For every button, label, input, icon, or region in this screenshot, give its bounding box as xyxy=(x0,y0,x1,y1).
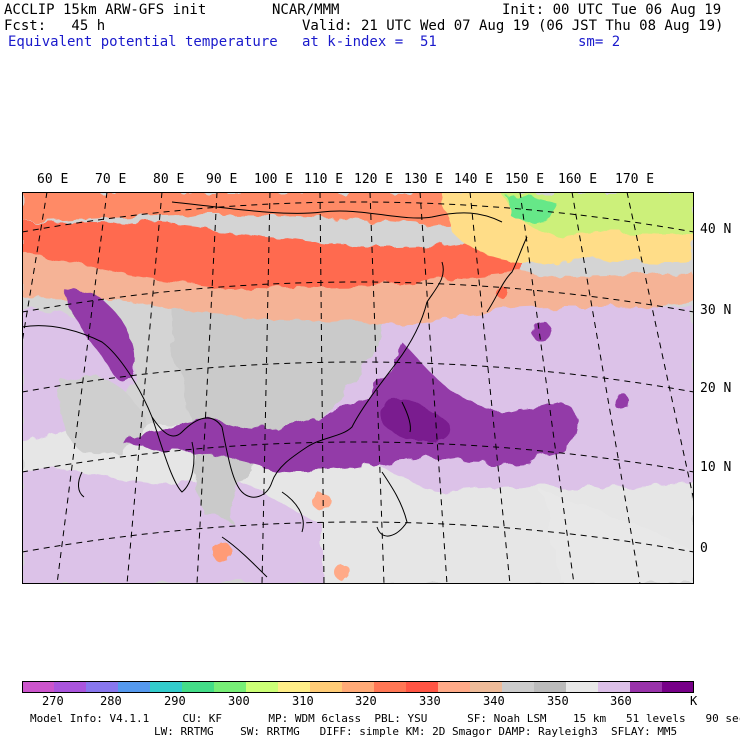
coast-taiwan xyxy=(401,401,411,433)
colorbar-label: 330 xyxy=(419,694,441,708)
field-red-band xyxy=(22,221,522,289)
colorbar-label: 340 xyxy=(483,694,505,708)
field-speck xyxy=(334,564,350,580)
valid-time: Valid: 21 UTC Wed 07 Aug 19 (06 JST Thu … xyxy=(302,18,724,34)
coast-srilanka xyxy=(78,471,85,498)
colorbar-cell xyxy=(502,681,535,693)
field-speck xyxy=(614,394,630,410)
footer-physics-info: LW: RRTMG SW: RRTMG DIFF: simple KM: 2D … xyxy=(154,725,678,738)
lon-label: 110 E xyxy=(304,172,344,187)
theta-e-map xyxy=(22,192,694,584)
colorbar-cell xyxy=(86,681,119,693)
lon-label: 130 E xyxy=(404,172,444,187)
border-north xyxy=(171,201,503,223)
lon-label: 120 E xyxy=(354,172,394,187)
field-pacific-white xyxy=(542,492,694,584)
coast-japan xyxy=(486,236,528,313)
colorbar-cell xyxy=(246,681,279,693)
colorbar-label: 360 xyxy=(610,694,632,708)
colorbar-label: 310 xyxy=(292,694,314,708)
colorbar xyxy=(22,681,694,693)
colorbar-cell xyxy=(470,681,503,693)
colorbar-cell xyxy=(534,681,567,693)
colorbar-cell xyxy=(630,681,663,693)
field-asia-grey xyxy=(172,297,384,522)
center-label: NCAR/MMM xyxy=(272,2,340,18)
field-indian-ocean-purple xyxy=(22,469,322,584)
coastlines xyxy=(22,201,528,578)
lon-label: 90 E xyxy=(206,172,238,187)
level-label: at k-index = 51 xyxy=(302,34,437,50)
smoothing-label: sm= 2 xyxy=(578,34,621,50)
lon-line xyxy=(22,192,48,346)
colorbar-cell xyxy=(182,681,215,693)
lon-label: 140 E xyxy=(454,172,494,187)
colorbar-label: 290 xyxy=(164,694,186,708)
field-speck xyxy=(212,542,232,562)
map-frame xyxy=(22,192,694,584)
colorbar-cell xyxy=(598,681,631,693)
lon-label: 80 E xyxy=(153,172,185,187)
colorbar-cell xyxy=(54,681,87,693)
field-green xyxy=(507,194,557,222)
colorbar-cell xyxy=(22,681,55,693)
lat-label: 20 N xyxy=(700,381,732,396)
lat-label: 40 N xyxy=(700,222,732,237)
colorbar-unit: K xyxy=(690,694,698,708)
model-title: ACCLIP 15km ARW-GFS init xyxy=(4,2,207,18)
footer-model-info: Model Info: V4.1.1 CU: KF MP: WDM 6class… xyxy=(30,712,740,725)
field-speck xyxy=(496,286,508,298)
lon-label: 100 E xyxy=(254,172,294,187)
colorbar-cell xyxy=(278,681,311,693)
colorbar-label: 350 xyxy=(547,694,569,708)
field-deep-purple-core xyxy=(379,398,451,443)
lon-label: 160 E xyxy=(558,172,598,187)
field-speck xyxy=(313,493,331,511)
colorbar-cell xyxy=(566,681,599,693)
lat-label: 30 N xyxy=(700,303,732,318)
field-purple-band xyxy=(122,342,577,474)
colorbar-cell xyxy=(662,681,694,693)
coast-sumatra xyxy=(221,536,268,578)
colorbar-cell xyxy=(310,681,343,693)
colorbar-cell xyxy=(342,681,375,693)
colorbar-label: 280 xyxy=(100,694,122,708)
lon-label: 170 E xyxy=(615,172,655,187)
colorbar-cell xyxy=(438,681,471,693)
init-time: Init: 00 UTC Tue 06 Aug 19 xyxy=(502,2,722,18)
colorbar-label: 320 xyxy=(355,694,377,708)
coast-india xyxy=(151,416,195,493)
field-name: Equivalent potential temperature xyxy=(8,34,278,50)
forecast-hour: Fcst: 45 h xyxy=(4,18,106,34)
colorbar-cell xyxy=(150,681,183,693)
lon-label: 150 E xyxy=(505,172,545,187)
colorbar-cell xyxy=(214,681,247,693)
colorbar-label: 300 xyxy=(228,694,250,708)
colorbar-cell xyxy=(406,681,439,693)
lat-label: 10 N xyxy=(700,460,732,475)
coast-malaysia xyxy=(281,491,304,533)
lat-label: 0 xyxy=(700,541,708,556)
field-speck xyxy=(532,322,552,342)
colorbar-cell xyxy=(118,681,151,693)
colorbar-label: 270 xyxy=(42,694,64,708)
lon-label: 60 E xyxy=(37,172,69,187)
colorbar-frame xyxy=(22,681,694,693)
lon-label: 70 E xyxy=(95,172,127,187)
lon-line xyxy=(571,192,641,584)
coast-asia xyxy=(22,261,444,498)
coast-philippines xyxy=(376,471,408,537)
colorbar-cell xyxy=(374,681,407,693)
lon-line xyxy=(626,192,694,504)
graticule xyxy=(22,192,694,584)
